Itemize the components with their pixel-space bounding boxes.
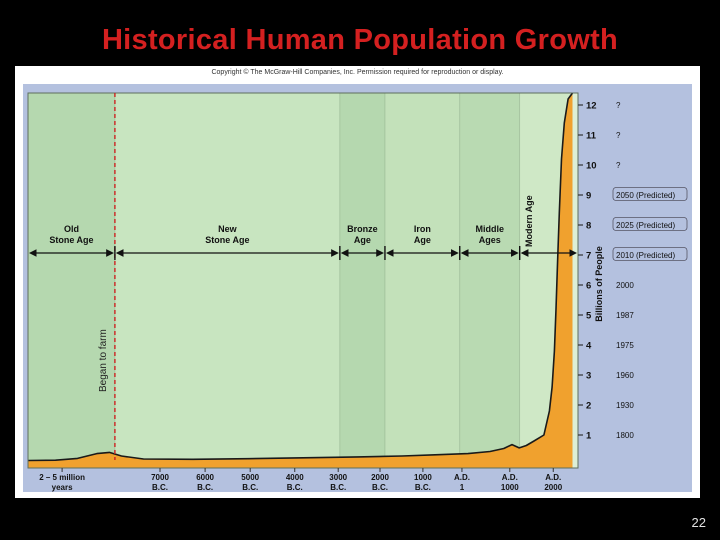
milestone-label: 1960 xyxy=(616,371,634,380)
era-label: Old xyxy=(64,224,79,234)
x-tick-label: 7000 xyxy=(151,473,169,482)
milestone-box xyxy=(612,247,688,261)
era-label: Middle xyxy=(475,224,504,234)
plot-border xyxy=(27,92,579,469)
milestone-label: 1930 xyxy=(616,401,634,410)
y-tick-label: 9 xyxy=(586,191,591,202)
milestone-label: 1987 xyxy=(616,311,634,320)
x-tick-label: B.C. xyxy=(242,483,258,492)
x-tick-label: A.D. xyxy=(502,473,518,482)
era-band xyxy=(28,93,115,468)
milestone-label: ? xyxy=(616,161,621,170)
y-tick-label: 3 xyxy=(586,371,591,382)
x-tick-label: A.D. xyxy=(545,473,561,482)
x-tick-label: B.C. xyxy=(415,483,431,492)
x-tick-label: 2 – 5 million xyxy=(39,473,85,482)
x-tick-label: years xyxy=(52,483,73,492)
milestone-box xyxy=(612,187,688,201)
page-number: 22 xyxy=(691,515,706,530)
era-label: Age xyxy=(414,235,431,245)
x-tick-label: 1000 xyxy=(501,483,519,492)
milestone-label: 2010 (Predicted) xyxy=(616,251,675,260)
era-label: New xyxy=(218,224,238,234)
x-tick-label: B.C. xyxy=(372,483,388,492)
x-tick-label: 6000 xyxy=(196,473,214,482)
y-tick-label: 2 xyxy=(586,401,591,412)
plot-edge-strip xyxy=(572,93,578,468)
y-tick-label: 6 xyxy=(586,281,591,292)
population-chart-figure: Began to farm Old Stone Age New Stone Age Bro… xyxy=(15,66,700,498)
y-axis-title: Billions of People xyxy=(594,246,604,322)
milestone-label: ? xyxy=(616,131,621,140)
x-tick-label: B.C. xyxy=(287,483,303,492)
milestone-box xyxy=(612,217,688,231)
y-tick-label: 7 xyxy=(586,251,591,262)
milestone-label: 2025 (Predicted) xyxy=(616,221,675,230)
y-tick-label: 1 xyxy=(586,431,592,442)
era-label: Iron xyxy=(414,224,431,234)
era-band xyxy=(384,93,460,468)
x-tick-label: 2000 xyxy=(544,483,562,492)
y-tick-label: 8 xyxy=(586,221,591,232)
milestone-label: 2050 (Predicted) xyxy=(616,191,675,200)
y-tick-label: 4 xyxy=(586,341,592,352)
y-tick-label: 5 xyxy=(586,311,592,322)
x-tick-label: 3000 xyxy=(329,473,347,482)
x-tick-label: B.C. xyxy=(330,483,346,492)
milestone-label: 1800 xyxy=(616,431,634,440)
milestone-label: ? xyxy=(616,101,621,110)
era-band xyxy=(339,93,385,468)
era-label: Stone Age xyxy=(49,235,93,245)
slide-title: Historical Human Population Growth xyxy=(101,24,619,56)
x-tick-label: 1 xyxy=(460,483,465,492)
era-label: Stone Age xyxy=(205,235,249,245)
era-band xyxy=(459,93,520,468)
x-tick-label: 1000 xyxy=(414,473,432,482)
copyright-text: Copyright © The McGraw-Hill Companies, I… xyxy=(211,69,504,76)
era-label: Modern Age xyxy=(524,195,534,247)
milestone-label: 2000 xyxy=(616,281,634,290)
x-tick-label: A.D. xyxy=(454,473,470,482)
x-tick-label: 5000 xyxy=(241,473,259,482)
milestone-label: 1975 xyxy=(616,341,634,350)
y-tick-label: 10 xyxy=(586,161,597,172)
x-tick-label: 2000 xyxy=(371,473,389,482)
y-tick-label: 12 xyxy=(586,101,597,112)
era-band xyxy=(114,93,340,468)
x-tick-label: B.C. xyxy=(197,483,213,492)
y-tick-label: 11 xyxy=(586,131,597,142)
x-tick-label: B.C. xyxy=(152,483,168,492)
era-label: Age xyxy=(354,235,371,245)
era-label: Ages xyxy=(479,235,501,245)
era-label: Bronze xyxy=(347,224,378,234)
began-to-farm-label: Began to farm xyxy=(98,329,109,392)
population-curve xyxy=(27,92,574,462)
x-tick-label: 4000 xyxy=(286,473,304,482)
